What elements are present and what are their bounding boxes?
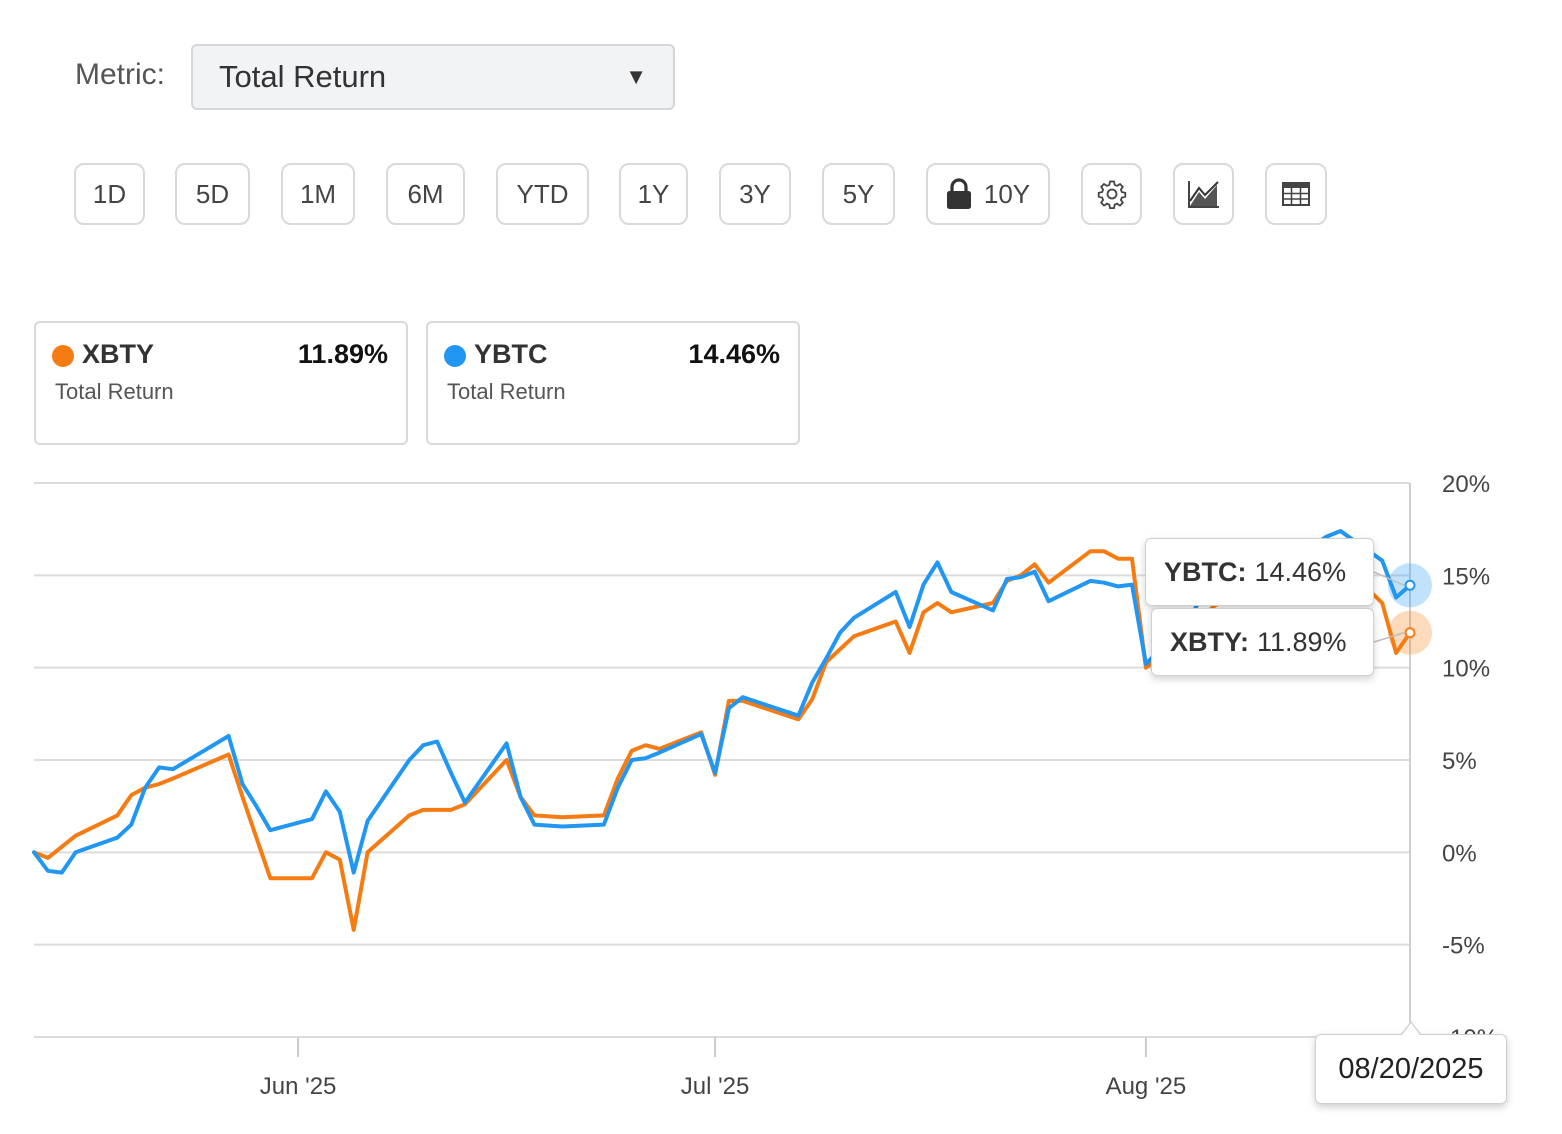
card-ticker: YBTC bbox=[474, 339, 548, 369]
hover-point-ybtc bbox=[1404, 579, 1416, 591]
range-1d-button[interactable]: 1D bbox=[74, 163, 145, 225]
range-5y-button[interactable]: 5Y bbox=[822, 163, 895, 225]
series-color-dot bbox=[444, 345, 466, 367]
range-label: 5D bbox=[195, 178, 230, 209]
table-view-button[interactable] bbox=[1265, 163, 1327, 225]
card-value: 14.46% bbox=[688, 339, 780, 369]
tooltip-series-value: 11.89% bbox=[1257, 626, 1347, 657]
tooltip-connector bbox=[1373, 632, 1405, 643]
legend-card-xbty[interactable]: XBTY 11.89% Total Return bbox=[34, 321, 408, 445]
tooltip-connector bbox=[1373, 571, 1405, 586]
lock-icon bbox=[946, 178, 971, 209]
x-tick-label: Jul '25 bbox=[681, 1073, 750, 1100]
hover-point-xbty bbox=[1404, 627, 1416, 639]
range-label: 1M bbox=[299, 178, 337, 209]
settings-button[interactable] bbox=[1081, 163, 1142, 225]
range-6m-button[interactable]: 6M bbox=[386, 163, 465, 225]
range-1y-button[interactable]: 1Y bbox=[619, 163, 688, 225]
range-label: 5Y bbox=[842, 178, 875, 209]
x-tick-label: Aug '25 bbox=[1106, 1073, 1187, 1100]
range-10y-button[interactable]: 10Y bbox=[926, 163, 1050, 225]
tooltip-series-value: 14.46% bbox=[1254, 556, 1347, 587]
tooltip-series-name: XBTY: bbox=[1170, 626, 1249, 657]
metric-label: Metric: bbox=[75, 58, 165, 91]
metric-selected-value: Total Return bbox=[219, 59, 387, 94]
range-ytd-button[interactable]: YTD bbox=[496, 163, 589, 225]
crosshair-date-label: 08/20/2025 bbox=[1315, 1034, 1507, 1104]
range-label: 3Y bbox=[739, 178, 771, 209]
x-tick-label: Jun '25 bbox=[260, 1073, 337, 1100]
metric-dropdown[interactable]: Total Return ▼ bbox=[191, 44, 675, 110]
range-label: 6M bbox=[407, 178, 444, 209]
range-label: YTD bbox=[516, 178, 569, 209]
chart-type-button[interactable] bbox=[1173, 163, 1234, 225]
y-tick-label: 5% bbox=[1442, 748, 1477, 775]
y-tick-label: 0% bbox=[1442, 840, 1477, 867]
tooltip-xbty: XBTY: 11.89% bbox=[1151, 608, 1374, 676]
chevron-down-icon: ▼ bbox=[625, 64, 647, 89]
range-3y-button[interactable]: 3Y bbox=[719, 163, 791, 225]
card-ticker: XBTY bbox=[82, 339, 155, 369]
range-5d-button[interactable]: 5D bbox=[175, 163, 250, 225]
gear-icon bbox=[1097, 180, 1126, 209]
range-1m-button[interactable]: 1M bbox=[281, 163, 355, 225]
y-tick-label: -5% bbox=[1442, 933, 1485, 960]
card-subtitle: Total Return bbox=[55, 379, 174, 404]
date-pointer-fill bbox=[1402, 1023, 1420, 1035]
legend-card-ybtc[interactable]: YBTC 14.46% Total Return bbox=[426, 321, 800, 445]
tooltip-series-name: YBTC: bbox=[1164, 556, 1247, 587]
y-tick-label: 10% bbox=[1442, 656, 1490, 683]
mountain-chart-icon bbox=[1187, 181, 1219, 208]
range-label: 1D bbox=[92, 178, 127, 209]
range-label: 1Y bbox=[637, 178, 670, 209]
range-label: 10Y bbox=[983, 178, 1031, 209]
y-tick-label: 20% bbox=[1442, 471, 1490, 498]
tooltip-ybtc: YBTC: 14.46% bbox=[1145, 538, 1374, 606]
card-subtitle: Total Return bbox=[447, 379, 566, 404]
card-value: 11.89% bbox=[297, 339, 388, 369]
series-color-dot bbox=[52, 345, 74, 367]
table-icon bbox=[1282, 182, 1310, 206]
y-tick-label: 15% bbox=[1442, 563, 1490, 590]
